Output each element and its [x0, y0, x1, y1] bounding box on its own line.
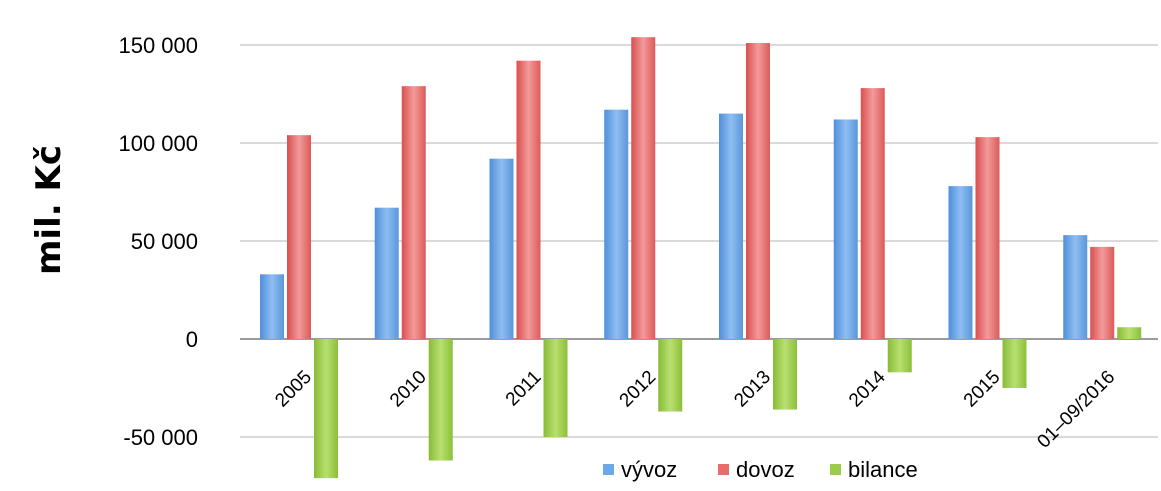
legend-swatch-2: [830, 464, 841, 475]
x-tick-label: 01–09/2016: [1033, 367, 1119, 453]
x-tick-label: 2015: [960, 367, 1005, 412]
bar-dovoz-7: [1090, 246, 1115, 339]
bars: [260, 37, 1142, 479]
bar-bilance-7: [1117, 327, 1142, 339]
bar-bilance-6: [1002, 339, 1027, 388]
bar-vvoz-1: [374, 207, 399, 339]
y-tick-labels: 150 000 100 000 50 000 0 -50 000: [118, 33, 198, 450]
bar-dovoz-0: [287, 135, 311, 339]
x-tick-label: 2010: [386, 367, 431, 412]
x-tick-label: 2013: [730, 367, 775, 412]
bar-dovoz-2: [516, 60, 541, 340]
bar-bilance-0: [314, 339, 338, 479]
x-tick-label: 2005: [271, 367, 316, 412]
bar-dovoz-5: [860, 88, 885, 340]
bar-bilance-2: [543, 339, 568, 437]
bar-dovoz-1: [401, 86, 426, 339]
legend-swatch-1: [718, 464, 729, 475]
bar-bilance-5: [887, 339, 912, 373]
y-tick-label: 50 000: [131, 229, 198, 254]
x-tick-label: 2014: [845, 366, 890, 411]
y-tick-label: 100 000: [118, 131, 198, 156]
legend-label-2: bilance: [848, 457, 918, 482]
bar-bilance-1: [428, 339, 453, 461]
legend-label-0: vývoz: [621, 457, 677, 482]
legend: vývoz dovoz bilance: [603, 457, 918, 482]
y-axis-label: mil. Kč: [29, 145, 69, 275]
x-tick-labels: 2005 2010 2011 2012 2013 2014 2015 01–09/2016: [271, 366, 1119, 452]
bar-bilance-4: [773, 339, 797, 410]
bar-vvoz-2: [489, 158, 514, 339]
bar-vvoz-4: [719, 113, 743, 339]
bar-dovoz-3: [631, 37, 656, 339]
bar-vvoz-7: [1063, 235, 1088, 339]
bar-dovoz-6: [975, 137, 1000, 339]
y-tick-label: 0: [186, 327, 198, 352]
x-tick-label: 2012: [616, 367, 661, 412]
legend-swatch-0: [603, 464, 614, 475]
y-tick-label: -50 000: [123, 425, 198, 450]
bar-vvoz-0: [260, 274, 284, 339]
x-tick-label: 2011: [502, 367, 546, 411]
bar-vvoz-3: [604, 109, 629, 340]
legend-label-1: dovoz: [736, 457, 795, 482]
bar-dovoz-4: [746, 43, 770, 339]
bar-vvoz-5: [833, 119, 858, 339]
y-tick-label: 150 000: [118, 33, 198, 58]
bar-vvoz-6: [948, 186, 973, 339]
bar-bilance-3: [658, 339, 683, 412]
